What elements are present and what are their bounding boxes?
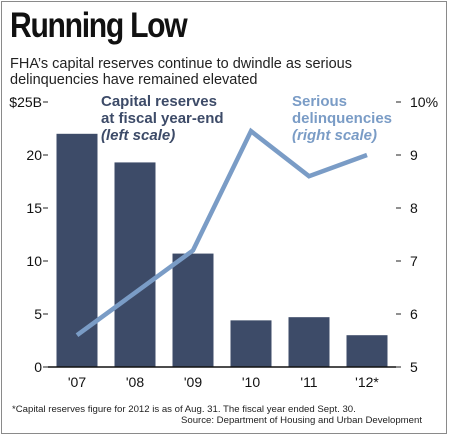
x-tick-label-5: '12*	[355, 374, 379, 390]
legend-capital-reserves-label-2: (left scale)	[101, 127, 175, 144]
right-tick-label-4: 9	[410, 147, 418, 163]
right-tick-label-5: 10%	[410, 94, 438, 110]
right-tick-label-3: 8	[410, 200, 418, 216]
chart-subtitle: FHA’s capital reserves continue to dwind…	[10, 56, 352, 88]
source-note: Source: Department of Housing and Urban …	[180, 415, 422, 426]
legend-serious-delinquencies-label-0: Serious	[292, 93, 347, 110]
bar-0	[56, 133, 98, 367]
x-tick-label-0: '07	[68, 374, 86, 390]
footnote-block: *Capital reserves figure for 2012 is as …	[12, 404, 432, 426]
delinquency-line	[75, 127, 368, 338]
legend-serious-delinquencies-label-1: delinquencies	[292, 110, 392, 127]
left-tick-label-3: 15	[26, 200, 42, 216]
bar-1	[114, 162, 156, 367]
right-tick-label-0: 5	[410, 359, 418, 375]
legend-serious-delinquencies-label-2: (right scale)	[292, 127, 377, 144]
left-tick-label-5: $25B	[9, 94, 42, 110]
bar-5	[346, 335, 388, 367]
left-tick-label-1: 5	[34, 306, 42, 322]
right-tick-label-1: 6	[410, 306, 418, 322]
left-tick-label-4: 20	[26, 147, 42, 163]
right-tick-label-2: 7	[410, 253, 418, 269]
footnote: *Capital reserves figure for 2012 is as …	[12, 404, 356, 415]
x-tick-label-1: '08	[126, 374, 144, 390]
bar-4	[288, 317, 330, 367]
x-tick-label-3: '10	[242, 374, 260, 390]
x-tick-label-2: '09	[184, 374, 202, 390]
chart-title: Running Low	[10, 6, 188, 45]
legend-capital-reserves-label-0: Capital reserves	[101, 93, 217, 110]
left-tick-label-2: 10	[26, 253, 42, 269]
legend-capital-reserves-label-1: at fiscal year-end	[101, 110, 224, 127]
x-tick-label-4: '11	[300, 374, 317, 390]
bar-3	[230, 320, 272, 367]
bar-2	[172, 253, 214, 367]
left-tick-label-0: 0	[34, 359, 42, 375]
